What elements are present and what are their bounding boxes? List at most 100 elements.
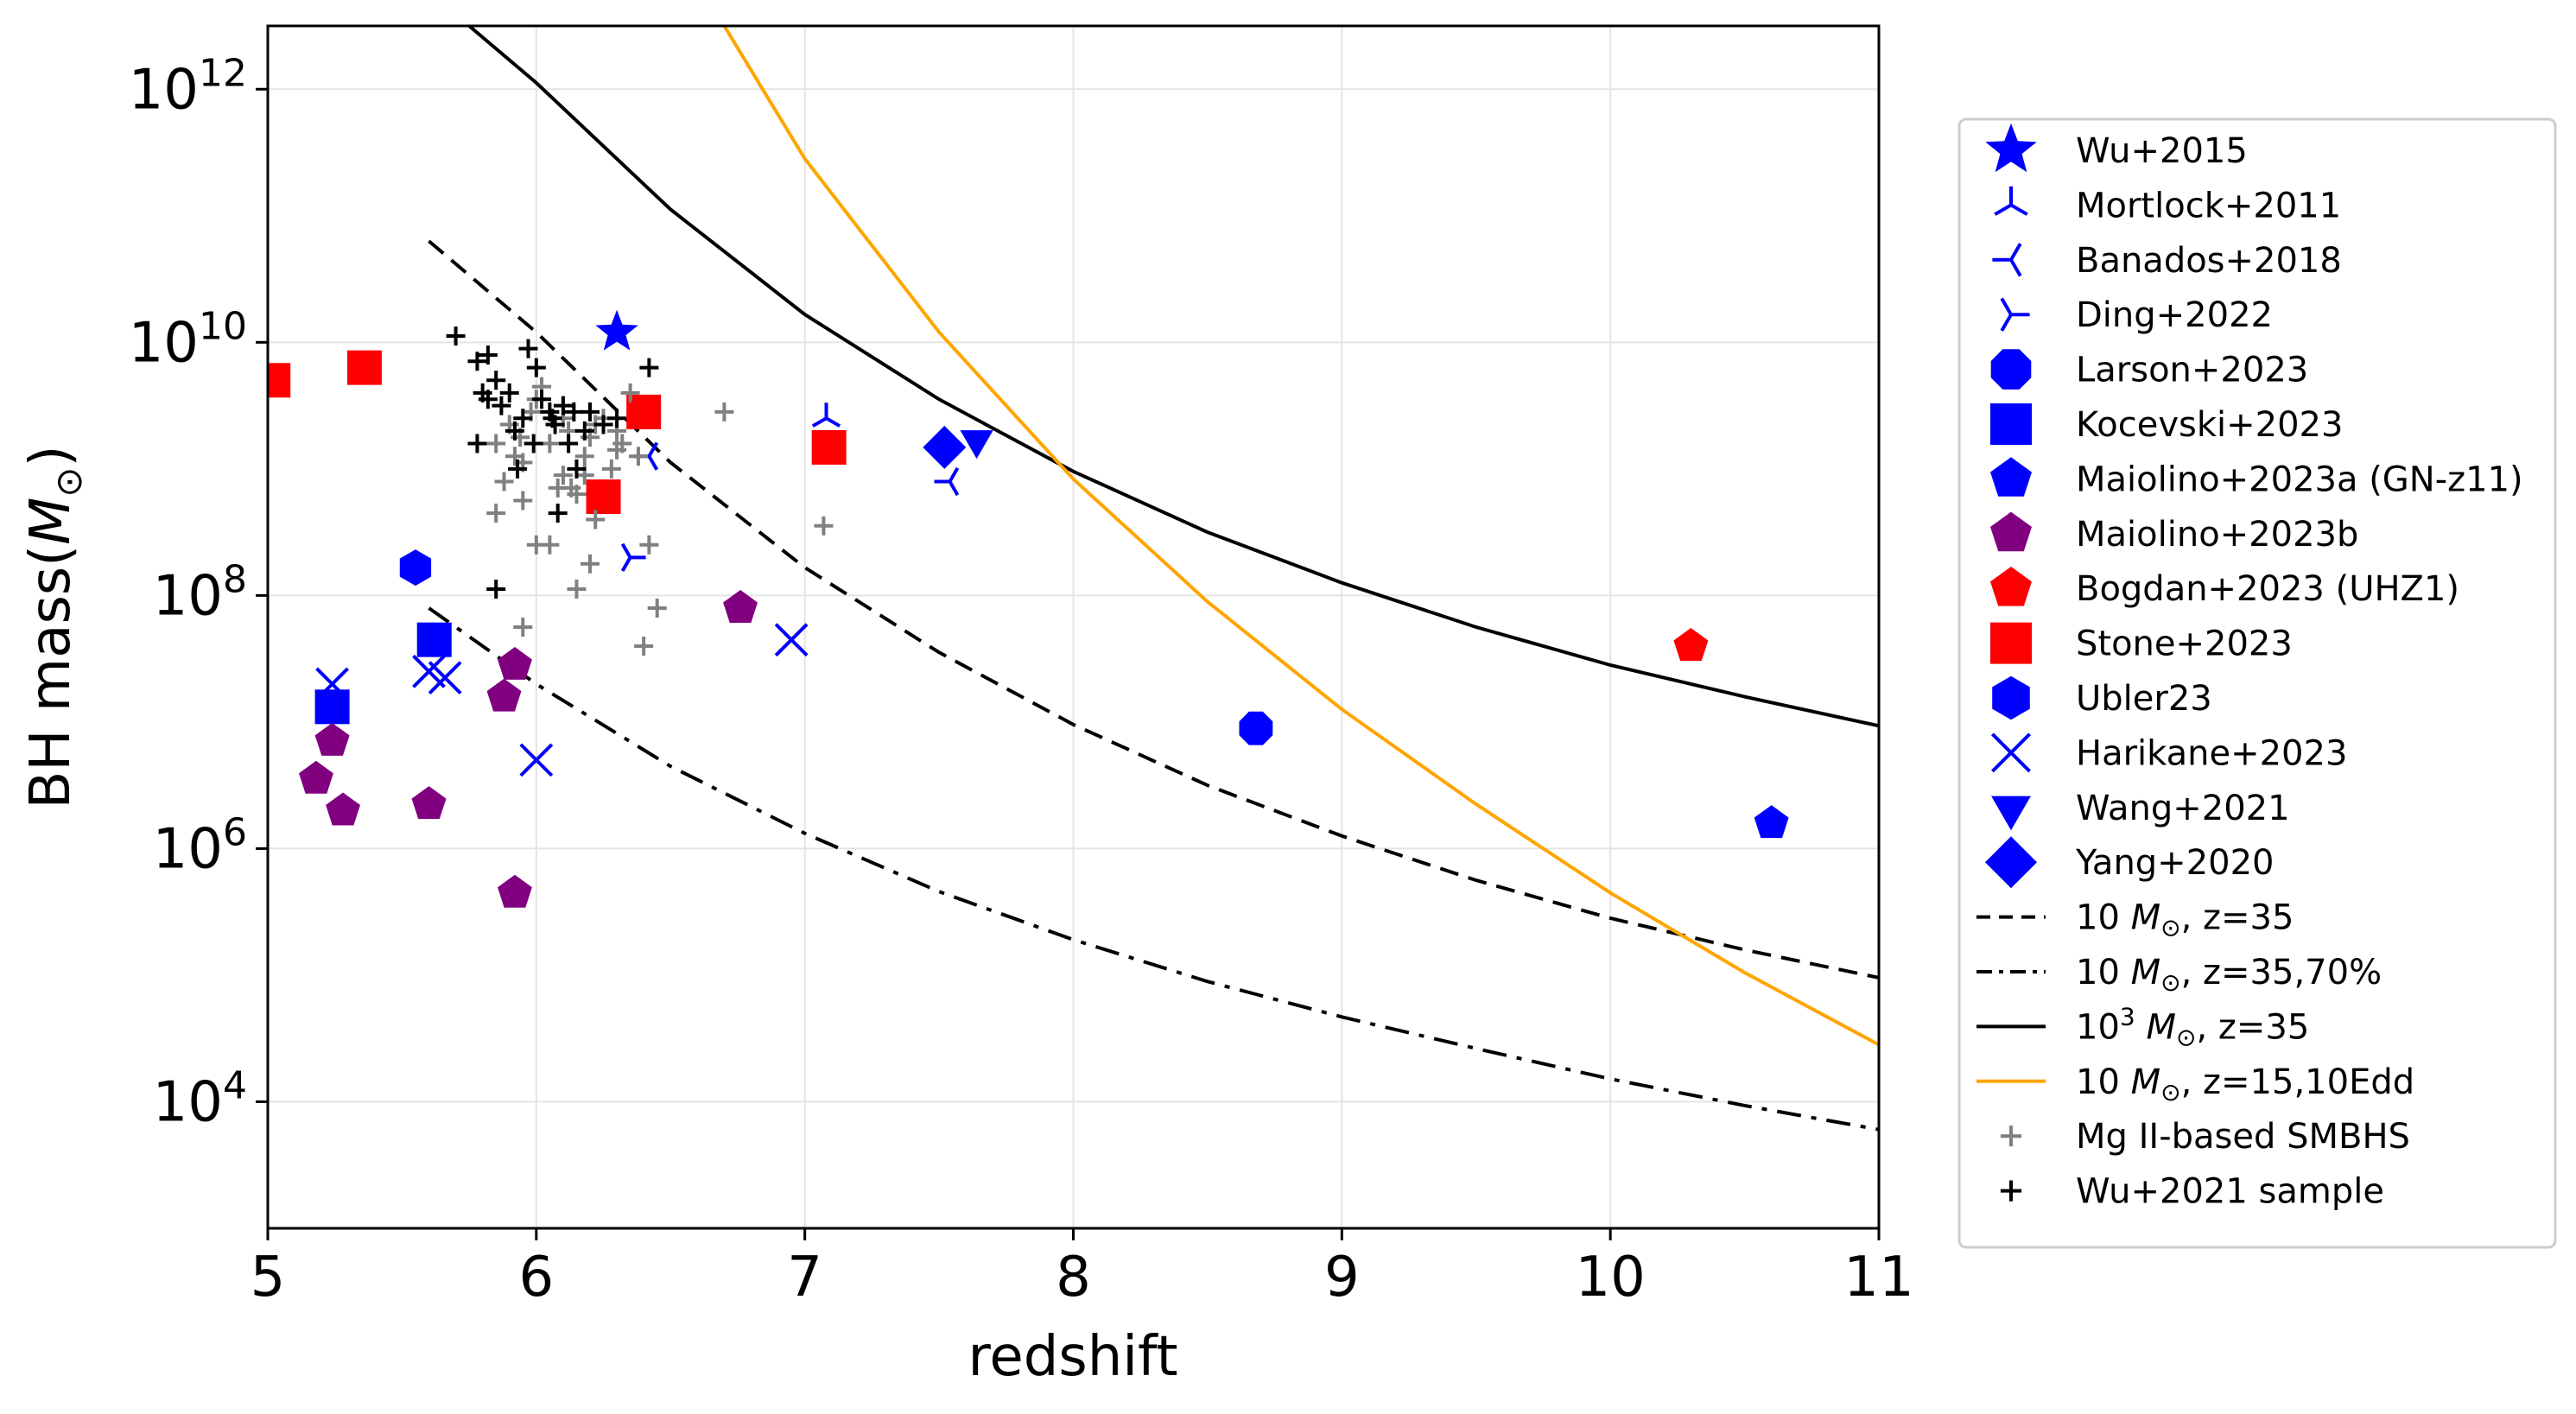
data-point [540,535,560,555]
data-point [542,409,562,428]
point-series-2 [633,441,960,497]
data-point [492,396,511,415]
data-point [595,309,638,351]
line-series-3 [722,26,1879,1047]
data-point [567,459,587,479]
legend-marker [1990,511,2032,552]
data-point [601,459,621,479]
legend-label: Maiolino+2023b [2076,515,2358,555]
legend-label: Ding+2022 [2076,295,2273,335]
data-point [411,786,447,820]
legend-marker [1990,349,2032,390]
legend-item: Maiolino+2023a (GN-z11) [1990,457,2523,499]
y-tick-label: 1010 [129,304,247,375]
point-series-12 [960,430,993,460]
data-point [399,549,432,587]
data-point [467,352,487,371]
legend-item: Ding+2022 [2000,295,2273,335]
legend-marker [1991,796,2031,831]
data-point [508,459,528,479]
legend-label: Mortlock+2011 [2076,186,2341,225]
legend-marker [1990,403,2032,445]
legend-label: Ubler23 [2076,679,2212,719]
data-point [315,667,350,701]
data-point [428,661,462,695]
data-point [486,371,506,390]
data-point [774,623,809,657]
legend-item: Kocevski+2023 [1990,403,2343,445]
y-axis: 104 106 108 1010 1012 [129,51,268,1134]
data-point [620,542,646,573]
data-point [532,390,552,409]
data-point [626,394,662,429]
data-point [647,599,667,618]
legend-label: Kocevski+2023 [2076,405,2343,445]
data-point [498,647,532,680]
point-series-8 [1673,628,1709,661]
data-point [934,466,960,497]
data-point [548,504,568,523]
data-point [499,383,519,403]
data-point [268,363,291,398]
data-point [513,409,533,428]
data-point [620,383,640,403]
legend-label: Wu+2015 [2076,131,2248,171]
legend-marker [1990,457,2032,497]
legend-label: Maiolino+2023a (GN-z11) [2076,460,2523,499]
legend-item: 103 M⊙, z=35 [1976,1002,2309,1051]
point-series-10 [399,549,432,587]
data-point [498,874,532,908]
data-point [567,580,587,599]
legend-marker [2000,1125,2022,1147]
x-axis-label: redshift [968,1325,1177,1389]
data-point [478,390,498,409]
legend-item: Bogdan+2023 (UHZ1) [1990,567,2459,609]
legend-label: 10 M⊙, z=35,70% [2076,953,2382,997]
data-point [416,622,452,657]
legend-item: 10 M⊙, z=35,70% [1976,953,2382,997]
legend-marker [1990,622,2032,664]
legend-marker [1985,123,2037,173]
legend-item: Wang+2021 [1991,789,2290,831]
data-point [574,447,594,466]
data-point [346,350,382,385]
line-series-1 [428,606,1879,1132]
data-point [486,580,506,599]
legend-marker [1990,732,2032,773]
y-tick-label: 1012 [129,51,247,122]
x-tick-label: 9 [1324,1246,1360,1309]
legend-label: Wu+2021 sample [2076,1172,2384,1212]
x-tick-label: 11 [1843,1246,1913,1309]
point-series-5 [314,622,452,725]
data-point [486,678,522,712]
point-series-15 [446,326,659,599]
legend-marker [2000,1180,2022,1202]
data-point [564,402,584,422]
point-series-0 [595,309,638,351]
data-point [1673,628,1709,661]
data-point [467,434,487,453]
data-point [586,479,621,515]
legend-item: Stone+2023 [1990,622,2293,664]
data-point [513,491,533,510]
y-axis-label: BH mass(M⊙) [19,446,90,809]
x-axis: 5 6 7 8 9 10 11 [251,1228,1914,1309]
data-point [1754,805,1789,839]
point-series-11 [315,623,809,777]
point-series-4 [1239,711,1273,745]
x-tick-label: 6 [518,1246,554,1309]
data-point [811,429,847,465]
data-point [714,402,734,422]
legend-item: Maiolino+2023b [1990,511,2358,555]
point-series-7 [299,590,758,908]
legend-item: Wu+2015 [1985,123,2248,173]
data-point [526,358,546,377]
legend-label: 10 M⊙, z=35 [2076,898,2294,942]
legend-marker [1992,243,2022,277]
data-point [811,403,841,428]
legend-marker [1992,675,2030,720]
legend-marker [1994,186,2028,216]
data-point [504,421,524,441]
legend-label: 103 M⊙, z=35 [2076,1002,2309,1051]
